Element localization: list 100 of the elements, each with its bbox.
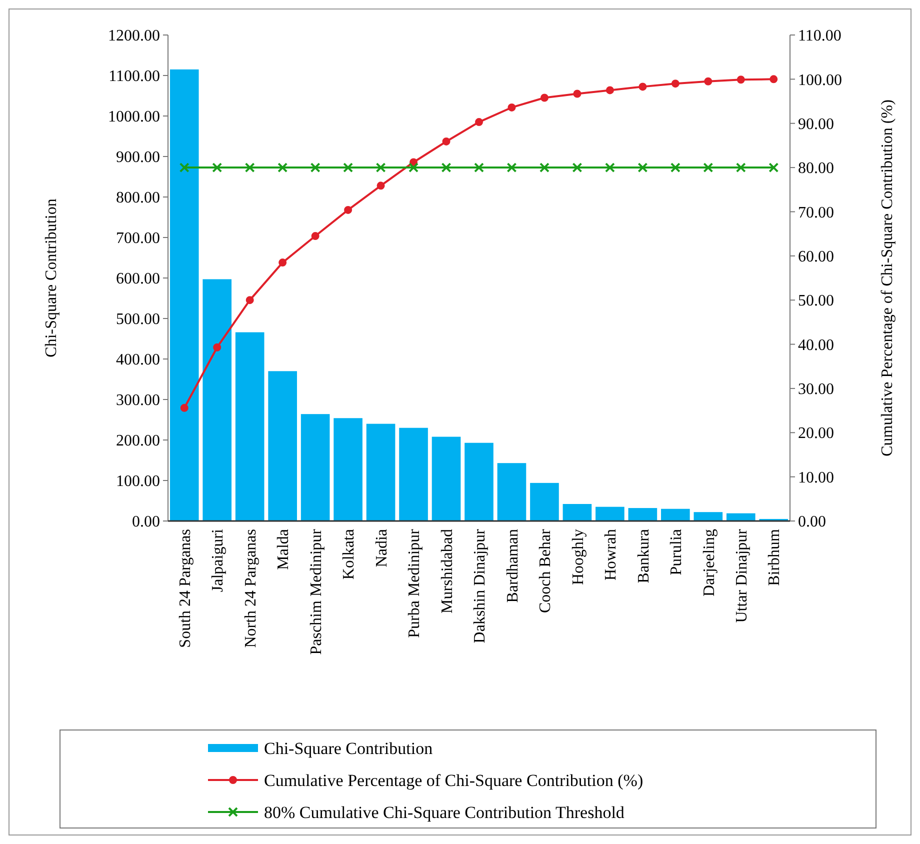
point: [343, 162, 354, 173]
point: [573, 90, 582, 98]
point: [508, 103, 516, 112]
bar: [464, 442, 494, 521]
bar: [235, 332, 264, 521]
y-tick-label: 800.00: [116, 190, 160, 207]
bar: [694, 512, 723, 521]
point: [703, 162, 714, 173]
point: [671, 80, 680, 88]
point: [474, 162, 484, 173]
y-tick-label: 600.00: [116, 270, 160, 288]
point: [244, 162, 255, 173]
y2-tick-label: 70.00: [798, 204, 834, 222]
y-tick-label: 0.00: [132, 514, 160, 531]
point: [278, 258, 287, 267]
x-tick-label: Cooch Behar: [537, 528, 554, 613]
point: [179, 162, 190, 173]
y-tick-label: 700.00: [116, 230, 160, 248]
x-tick-label: Birbhum: [766, 528, 784, 586]
bar: [726, 513, 756, 521]
x-tick-label: Paschim Medinipur: [308, 528, 325, 655]
point: [376, 162, 386, 173]
y2-tick-label: 90.00: [798, 116, 834, 133]
point: [246, 296, 254, 304]
point: [540, 94, 548, 102]
point: [539, 162, 550, 173]
bar: [268, 371, 297, 521]
y2-tick-label: 60.00: [798, 248, 834, 266]
x-tick-label: South 24 Parganas: [176, 529, 194, 648]
point: [376, 182, 385, 190]
point: [475, 118, 483, 126]
y2-tick-label: 80.00: [798, 160, 834, 178]
y2-tick-label: 50.00: [798, 292, 834, 310]
bar: [334, 418, 362, 521]
y2-axis-title: Cumulative Percentage of Chi-Square Contribution (%): [879, 100, 896, 456]
x-tick-label: Purulia: [668, 529, 686, 576]
bar: [170, 69, 199, 521]
legend-label: Cumulative Percentage of Chi-Square Contribution (%): [264, 770, 644, 790]
point: [670, 162, 680, 173]
y-tick-label: 1100.00: [108, 68, 160, 86]
point: [442, 137, 450, 146]
bar: [202, 279, 232, 521]
y2-tick-label: 110.00: [798, 28, 842, 45]
point: [770, 75, 778, 84]
y-tick-label: 200.00: [116, 432, 160, 450]
point: [441, 162, 452, 173]
bar: [628, 508, 658, 521]
bar: [562, 504, 592, 521]
x-tick-label: Kolkata: [340, 529, 358, 580]
y2-tick-label: 20.00: [798, 425, 834, 442]
point: [212, 162, 222, 173]
point: [506, 162, 517, 173]
x-tick-label: Purba Medinipur: [406, 528, 424, 638]
point: [606, 86, 614, 94]
x-tick-label: Bardhaman: [504, 529, 522, 603]
x-tick-label: Jalpaiguri: [210, 528, 227, 592]
x-tick-label: Howrah: [602, 529, 620, 581]
y-axis-title: Chi-Square Contribution: [43, 198, 60, 358]
point: [180, 404, 188, 412]
point: [736, 76, 745, 84]
y-tick-label: 400.00: [116, 352, 160, 369]
x-tick-label: Darjeeling: [700, 529, 718, 597]
y2-tick-label: 40.00: [798, 336, 834, 354]
point: [278, 162, 288, 173]
y2-tick-label: 30.00: [798, 381, 834, 398]
x-tick-label: Dakshin Dinajpur: [472, 528, 489, 644]
y-tick-label: 100.00: [116, 473, 160, 490]
legend-label: Chi-Square Contribution: [264, 738, 434, 758]
point: [344, 206, 352, 214]
y2-tick-label: 100.00: [798, 72, 842, 89]
x-tick-label: Murshidabad: [438, 529, 456, 614]
x-tick-label: Nadia: [373, 529, 390, 568]
bar: [497, 463, 526, 521]
y-tick-label: 1000.00: [108, 108, 160, 126]
point: [638, 162, 648, 173]
point: [310, 162, 320, 173]
point: [736, 162, 746, 173]
bar: [530, 482, 559, 521]
bar: [300, 414, 330, 521]
bar: [661, 508, 690, 521]
bar: [432, 436, 461, 521]
point: [213, 343, 222, 352]
point: [311, 232, 320, 240]
point: [638, 82, 647, 91]
y-tick-label: 900.00: [116, 149, 160, 166]
bar: [366, 424, 396, 521]
point: [572, 162, 582, 173]
point: [704, 77, 712, 86]
x-tick-label: North 24 Parganas: [242, 529, 260, 648]
y2-tick-label: 10.00: [798, 469, 834, 486]
x-tick-label: Bankura: [635, 529, 652, 584]
point: [604, 162, 615, 173]
point: [408, 162, 419, 173]
x-tick-label: Uttar Dinajpur: [733, 528, 750, 623]
y-tick-label: 500.00: [116, 311, 160, 328]
x-tick-label: Hooghly: [570, 529, 587, 585]
y2-tick-label: 0.00: [798, 514, 826, 531]
y-tick-label: 300.00: [116, 392, 160, 410]
legend-label: 80% Cumulative Chi-Square Contribution Threshold: [264, 802, 625, 822]
bar: [596, 506, 624, 521]
